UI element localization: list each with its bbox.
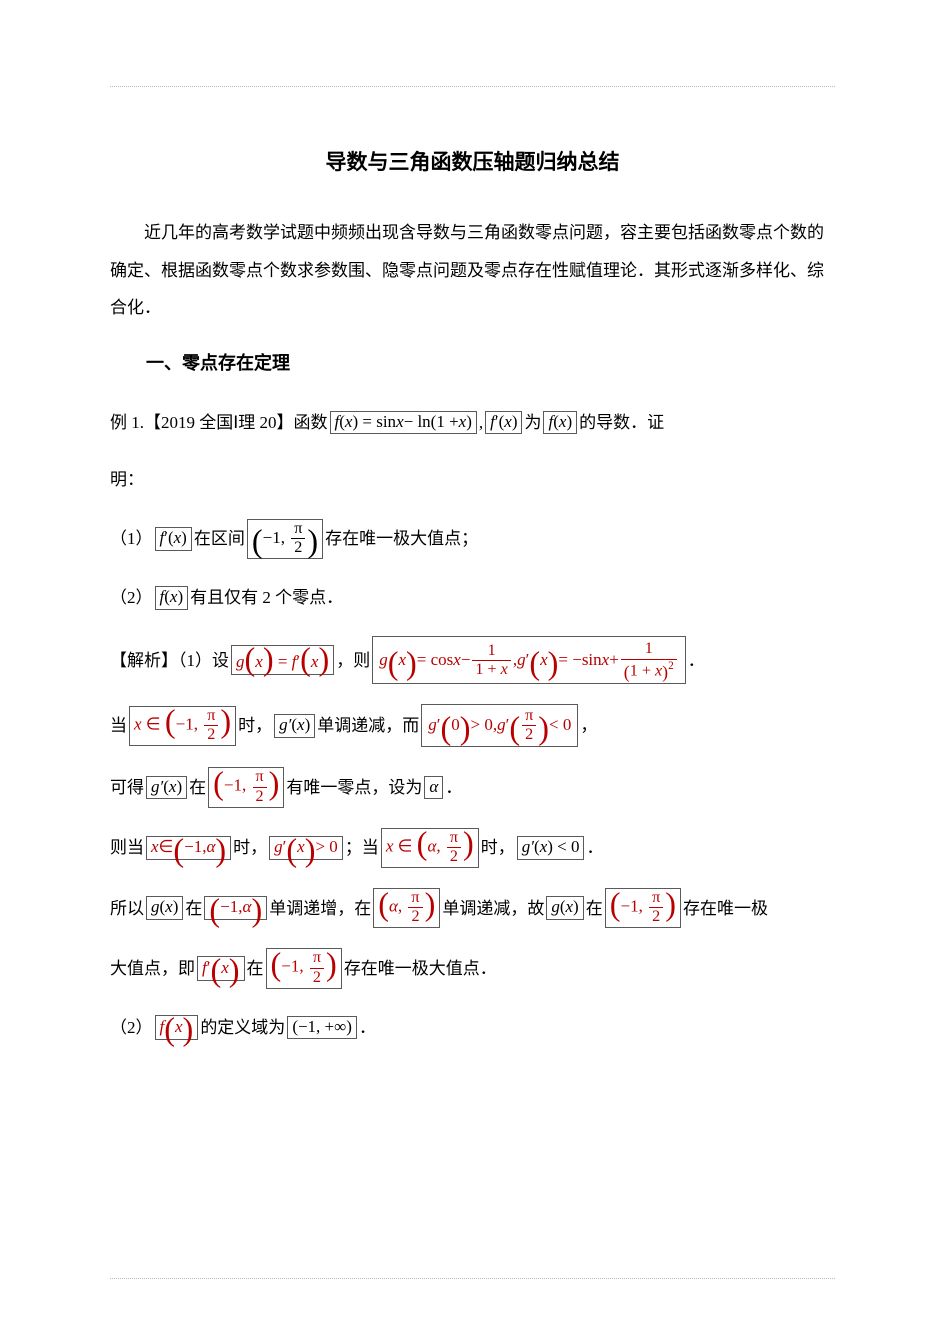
sol-l6c: 存在唯一极大值点． xyxy=(344,950,497,987)
example1-line1: 例 1.【2019 全国Ⅰ理 20】函数 f(x) = sin x − ln(1… xyxy=(110,404,835,441)
solution-line3: 可得 g′(x) 在 (−1, π2) 有唯一零点，设为 α ． xyxy=(110,767,835,807)
interval-neg1-pi2-3: (−1, π2) xyxy=(208,767,284,807)
solution-line5: 所以 g(x) 在 (−1, α) 单调递增，在 (α, π2) 单调递减，故 … xyxy=(110,888,835,928)
solution-line1: 【解析】（1）设 g(x) = f′(x) ，则 g(x) = cos x − … xyxy=(110,636,835,684)
formula-fprime-2: f′(x) xyxy=(155,527,192,551)
text-comma: , xyxy=(479,404,483,441)
sol-p2a: （2） xyxy=(110,1009,153,1046)
formula-gprime-2: g′(x) xyxy=(146,776,187,800)
intro-paragraph: 近几年的高考数学试题中频频出现含导数与三角函数零点问题，容主要包括函数零点个数的… xyxy=(110,214,835,326)
example1-q2: （2） f(x) 有且仅有 2 个零点． xyxy=(110,579,835,616)
formula-fx: f(x) xyxy=(543,411,577,435)
sol-p2b: 的定义域为 xyxy=(200,1009,285,1046)
q1-text-tail: 存在唯一极大值点； xyxy=(325,520,478,557)
formula-gp0-gppi2: g′(0) > 0, g′(π2) < 0 xyxy=(421,704,578,747)
formula-gprime: g′(x) xyxy=(274,714,315,738)
formula-fprime-3: f′(x) xyxy=(197,956,245,980)
sol-l4d: 时， xyxy=(481,829,515,866)
q2-label: （2） xyxy=(110,579,153,616)
sol-l2d: ， xyxy=(580,707,597,744)
text-wei: 为 xyxy=(524,404,541,441)
formula-g-and-gp: g(x) = cos x − 11 + x, g′(x) = −sin x + … xyxy=(372,636,686,684)
example1-line1b: 明： xyxy=(110,461,835,498)
sol-l3b: 在 xyxy=(189,769,206,806)
formula-gp-neg: g′(x) < 0 xyxy=(517,836,585,860)
sol-l6b: 在 xyxy=(247,950,264,987)
formula-alpha: α xyxy=(424,776,443,800)
domain-neg1-inf: (−1, +∞) xyxy=(287,1016,357,1040)
section-heading: 一、零点存在定理 xyxy=(110,344,835,384)
sol-l5f: 存在唯一极 xyxy=(683,890,768,927)
sol-head: 【解析】（1）设 xyxy=(110,642,229,679)
sol-l3d: ． xyxy=(445,769,462,806)
interval-alpha-pi2: x ∈ (α, π2) xyxy=(381,828,479,868)
interval-neg1-pi2-6: (−1, π2) xyxy=(266,948,342,988)
formula-fx-2: f(x) xyxy=(155,586,189,610)
formula-gx-1: g(x) xyxy=(146,896,183,920)
formula-fx-3: f(x) xyxy=(155,1015,199,1039)
sol-p2c: ． xyxy=(359,1009,376,1046)
formula-fprime: f′(x) xyxy=(485,411,522,435)
example1-tail2: 明： xyxy=(110,461,144,498)
sol-l3c: 有唯一零点，设为 xyxy=(286,769,422,806)
formula-x-in-interval: x ∈ (−1, π2) xyxy=(129,706,236,746)
sol-l4a: 则当 xyxy=(110,829,144,866)
interval-neg1-alpha: x ∈ (−1, α) xyxy=(146,836,231,860)
sol-l2c: 单调递减，而 xyxy=(317,707,419,744)
sol-l2a: 当 xyxy=(110,707,127,744)
example1-label: 例 1.【2019 全国Ⅰ理 20】函数 xyxy=(110,404,328,441)
interval-neg1-pi2: (−1, π2) xyxy=(247,519,323,559)
q2-text: 有且仅有 2 个零点． xyxy=(190,579,343,616)
sol-l5b: 在 xyxy=(185,890,202,927)
formula-gx-2: g(x) xyxy=(546,896,583,920)
formula-f-def: f(x) = sin x − ln(1 + x) xyxy=(330,411,477,435)
sol-l6a: 大值点，即 xyxy=(110,950,195,987)
formula-gp-pos: g′(x) > 0 xyxy=(269,836,343,860)
header-rule xyxy=(110,86,835,87)
sol-l3a: 可得 xyxy=(110,769,144,806)
sol-l5c: 单调递增，在 xyxy=(269,890,371,927)
q1-label: （1） xyxy=(110,520,153,557)
solution-line2: 当 x ∈ (−1, π2) 时， g′(x) 单调递减，而 g′(0) > 0… xyxy=(110,704,835,747)
sol-l5e: 在 xyxy=(586,890,603,927)
sol-l4e: ． xyxy=(586,829,603,866)
footer-rule xyxy=(110,1278,835,1279)
solution-line4: 则当 x ∈ (−1, α) 时， g′(x) > 0 ；当 x ∈ (α, π… xyxy=(110,828,835,868)
page: 导数与三角函数压轴题归纳总结 近几年的高考数学试题中频频出现含导数与三角函数零点… xyxy=(0,0,945,1337)
sol-l5a: 所以 xyxy=(110,890,144,927)
sol-l5d: 单调递减，故 xyxy=(442,890,544,927)
sol-tail1: ． xyxy=(688,642,705,679)
example1-q1: （1） f′(x) 在区间 (−1, π2) 存在唯一极大值点； xyxy=(110,519,835,559)
sol-l4b: 时， xyxy=(233,829,267,866)
sol-l2b: 时， xyxy=(238,707,272,744)
page-title: 导数与三角函数压轴题归纳总结 xyxy=(110,140,835,186)
formula-g-eq-fp: g(x) = f′(x) xyxy=(231,645,334,675)
interval-neg1-alpha-2: (−1, α) xyxy=(204,896,267,920)
q1-text-in: 在区间 xyxy=(194,520,245,557)
example1-tail: 的导数．证 xyxy=(579,404,664,441)
interval-alpha-pi2-2: (α, π2) xyxy=(373,888,440,928)
sol-mid1: ，则 xyxy=(336,642,370,679)
interval-neg1-pi2-5: (−1, π2) xyxy=(605,888,681,928)
solution-part2: （2） f(x) 的定义域为 (−1, +∞) ． xyxy=(110,1009,835,1046)
solution-line6: 大值点，即 f′(x) 在 (−1, π2) 存在唯一极大值点． xyxy=(110,948,835,988)
sol-l4c: ；当 xyxy=(345,829,379,866)
